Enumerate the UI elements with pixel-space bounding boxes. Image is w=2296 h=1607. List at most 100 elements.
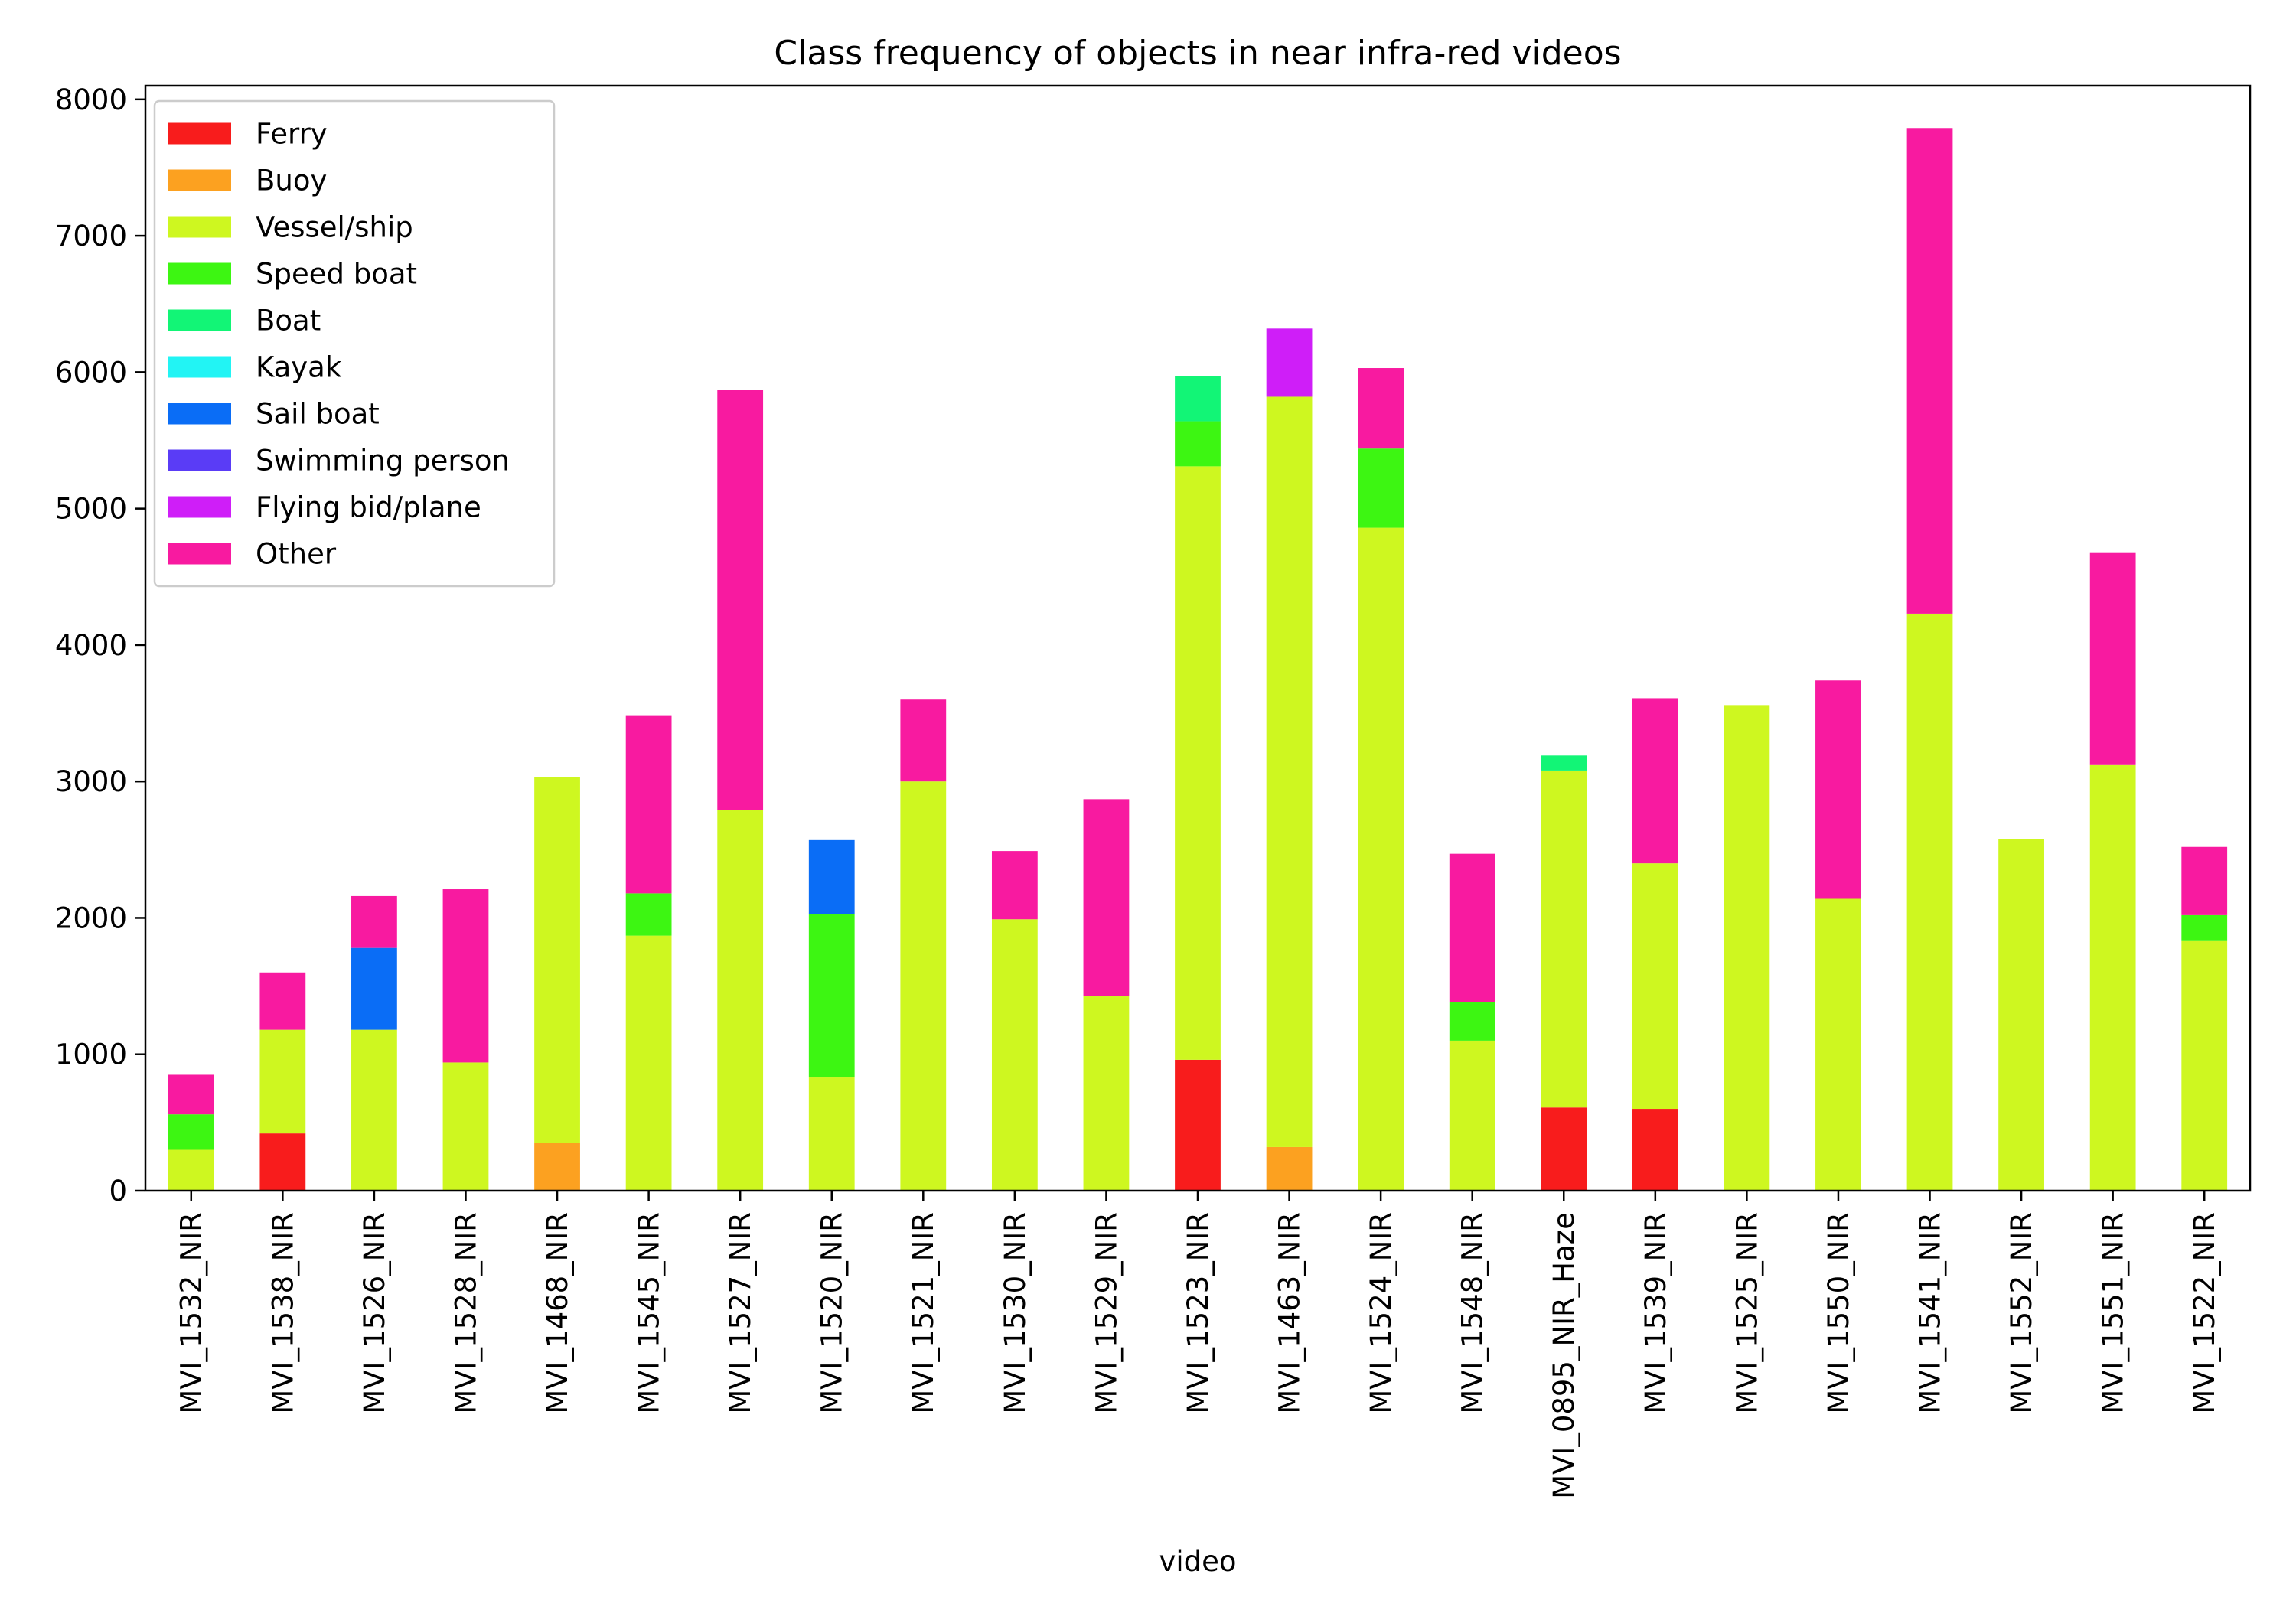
bar-other-mvi_1528_nir xyxy=(442,889,489,1063)
legend-label-vessel-ship: Vessel/ship xyxy=(256,211,413,244)
y-tick-label: 8000 xyxy=(55,83,127,116)
x-tick-label: MVI_1463_NIR xyxy=(1274,1212,1306,1414)
bar-vessel-ship-mvi_1526_nir xyxy=(351,1029,397,1191)
bar-vessel-ship-mvi_1524_nir xyxy=(1358,527,1404,1191)
bar-vessel-ship-mvi_1548_nir xyxy=(1449,1040,1495,1191)
bar-vessel-ship-mvi_1530_nir xyxy=(991,919,1038,1191)
bar-vessel-ship-mvi_1522_nir xyxy=(2181,940,2228,1191)
bar-other-mvi_1521_nir xyxy=(900,699,947,782)
bar-other-mvi_1551_nir xyxy=(2089,552,2136,765)
bar-flying-bid-plane-mvi_1463_nir xyxy=(1266,328,1313,397)
y-tick-label: 6000 xyxy=(55,356,127,389)
x-tick-label: MVI_1523_NIR xyxy=(1182,1212,1215,1414)
bar-vessel-ship-mvi_0895_nir_haze xyxy=(1541,770,1587,1108)
legend-swatch-vessel-ship xyxy=(168,216,231,238)
bar-vessel-ship-mvi_1545_nir xyxy=(625,935,672,1191)
x-tick-label: MVI_1545_NIR xyxy=(633,1212,666,1414)
bar-vessel-ship-mvi_1528_nir xyxy=(442,1062,489,1191)
legend-label-swimming-person: Swimming person xyxy=(256,445,510,478)
bar-vessel-ship-mvi_1527_nir xyxy=(717,810,764,1191)
legend-label-sail-boat: Sail boat xyxy=(256,398,380,431)
x-axis: MVI_1532_NIR MVI_1538_NIR MVI_1526_NIR MVI_… xyxy=(175,1191,2221,1499)
y-tick-label: 4000 xyxy=(55,629,127,662)
bar-other-mvi_1548_nir xyxy=(1449,853,1495,1002)
chart-title: Class frequency of objects in near infra… xyxy=(774,34,1621,73)
bar-vessel-ship-mvi_1463_nir xyxy=(1266,396,1313,1147)
bar-vessel-ship-mvi_1468_nir xyxy=(534,777,580,1143)
legend-swatch-buoy xyxy=(168,169,231,191)
bar-other-mvi_1522_nir xyxy=(2181,846,2228,915)
bar-ferry-mvi_0895_nir_haze xyxy=(1541,1107,1587,1191)
x-tick-label: MVI_1522_NIR xyxy=(2188,1212,2221,1414)
bar-ferry-mvi_1539_nir xyxy=(1632,1109,1678,1191)
bar-other-mvi_1541_nir xyxy=(1906,128,1953,614)
x-tick-label: MVI_1526_NIR xyxy=(358,1212,391,1414)
legend-label-speed-boat: Speed boat xyxy=(256,258,417,291)
bar-speed-boat-mvi_1548_nir xyxy=(1449,1002,1495,1041)
bar-speed-boat-mvi_1532_nir xyxy=(168,1114,214,1150)
bar-vessel-ship-mvi_1532_nir xyxy=(168,1149,214,1191)
bar-vessel-ship-mvi_1550_nir xyxy=(1815,898,1861,1191)
bar-other-mvi_1530_nir xyxy=(991,851,1038,920)
bar-sail-boat-mvi_1520_nir xyxy=(808,839,855,914)
bar-speed-boat-mvi_1520_nir xyxy=(808,914,855,1078)
bar-vessel-ship-mvi_1539_nir xyxy=(1632,863,1678,1110)
x-tick-label: MVI_1525_NIR xyxy=(1730,1212,1763,1414)
x-tick-label: MVI_1521_NIR xyxy=(907,1212,940,1414)
bar-other-mvi_1527_nir xyxy=(717,390,764,810)
legend-label-buoy: Buoy xyxy=(256,165,327,197)
bar-vessel-ship-mvi_1552_nir xyxy=(1998,839,2044,1191)
bar-vessel-ship-mvi_1525_nir xyxy=(1724,705,1770,1191)
legend-label-other: Other xyxy=(256,538,337,571)
bar-other-mvi_1550_nir xyxy=(1815,680,1861,899)
bar-vessel-ship-mvi_1523_nir xyxy=(1175,466,1221,1060)
bar-other-mvi_1539_nir xyxy=(1632,698,1678,864)
bar-other-mvi_1526_nir xyxy=(351,895,397,948)
legend-label-boat: Boat xyxy=(256,305,321,337)
bar-speed-boat-mvi_1523_nir xyxy=(1175,421,1221,467)
bar-speed-boat-mvi_1545_nir xyxy=(625,893,672,936)
x-tick-label: MVI_1538_NIR xyxy=(266,1212,299,1414)
y-tick-label: 3000 xyxy=(55,765,127,798)
legend-label-ferry: Ferry xyxy=(256,118,328,151)
bar-boat-mvi_1523_nir xyxy=(1175,376,1221,422)
bar-vessel-ship-mvi_1520_nir xyxy=(808,1077,855,1191)
legend-swatch-kayak xyxy=(168,356,231,378)
y-tick-label: 0 xyxy=(109,1175,127,1208)
y-tick-label: 1000 xyxy=(55,1038,127,1071)
legend-label-flying-bid-plane: Flying bid/plane xyxy=(256,491,481,524)
bar-buoy-mvi_1468_nir xyxy=(534,1143,580,1191)
x-tick-label: MVI_1524_NIR xyxy=(1365,1212,1397,1414)
x-axis-label: video xyxy=(1159,1545,1236,1578)
x-tick-label: MVI_1529_NIR xyxy=(1090,1212,1123,1414)
bar-vessel-ship-mvi_1551_nir xyxy=(2089,764,2136,1191)
y-tick-label: 2000 xyxy=(55,901,127,934)
x-tick-label: MVI_1548_NIR xyxy=(1456,1212,1489,1414)
bar-other-mvi_1524_nir xyxy=(1358,368,1404,449)
x-tick-label: MVI_1550_NIR xyxy=(1822,1212,1855,1414)
y-axis: 0 1000 2000 3000 4000 5000 6000 7000 8000 xyxy=(55,83,145,1208)
bar-ferry-mvi_1523_nir xyxy=(1175,1059,1221,1191)
bar-boat-mvi_0895_nir_haze xyxy=(1541,755,1587,771)
x-tick-label: MVI_1539_NIR xyxy=(1639,1212,1672,1414)
bars-group xyxy=(168,128,2228,1191)
legend-box xyxy=(153,99,556,588)
legend-swatch-speed-boat xyxy=(168,262,231,285)
x-tick-label: MVI_1520_NIR xyxy=(816,1212,849,1414)
bar-vessel-ship-mvi_1529_nir xyxy=(1083,996,1130,1191)
legend-swatch-sail-boat xyxy=(168,403,231,425)
legend: Ferry Buoy Vessel/ship Speed boat Boat Kayak S… xyxy=(153,99,556,588)
bar-other-mvi_1545_nir xyxy=(625,715,672,894)
legend-swatch-other xyxy=(168,543,231,565)
bar-sail-boat-mvi_1526_nir xyxy=(351,947,397,1030)
x-tick-label: MVI_1528_NIR xyxy=(449,1212,482,1414)
bar-vessel-ship-mvi_1541_nir xyxy=(1906,613,1953,1191)
x-tick-label: MVI_1530_NIR xyxy=(999,1212,1032,1414)
y-tick-label: 5000 xyxy=(55,493,127,526)
legend-swatch-flying-bid-plane xyxy=(168,496,231,518)
x-tick-label: MVI_1551_NIR xyxy=(2097,1212,2130,1414)
x-tick-label: MVI_1532_NIR xyxy=(175,1212,208,1414)
x-tick-label: MVI_1527_NIR xyxy=(724,1212,757,1414)
bar-vessel-ship-mvi_1521_nir xyxy=(900,781,947,1191)
